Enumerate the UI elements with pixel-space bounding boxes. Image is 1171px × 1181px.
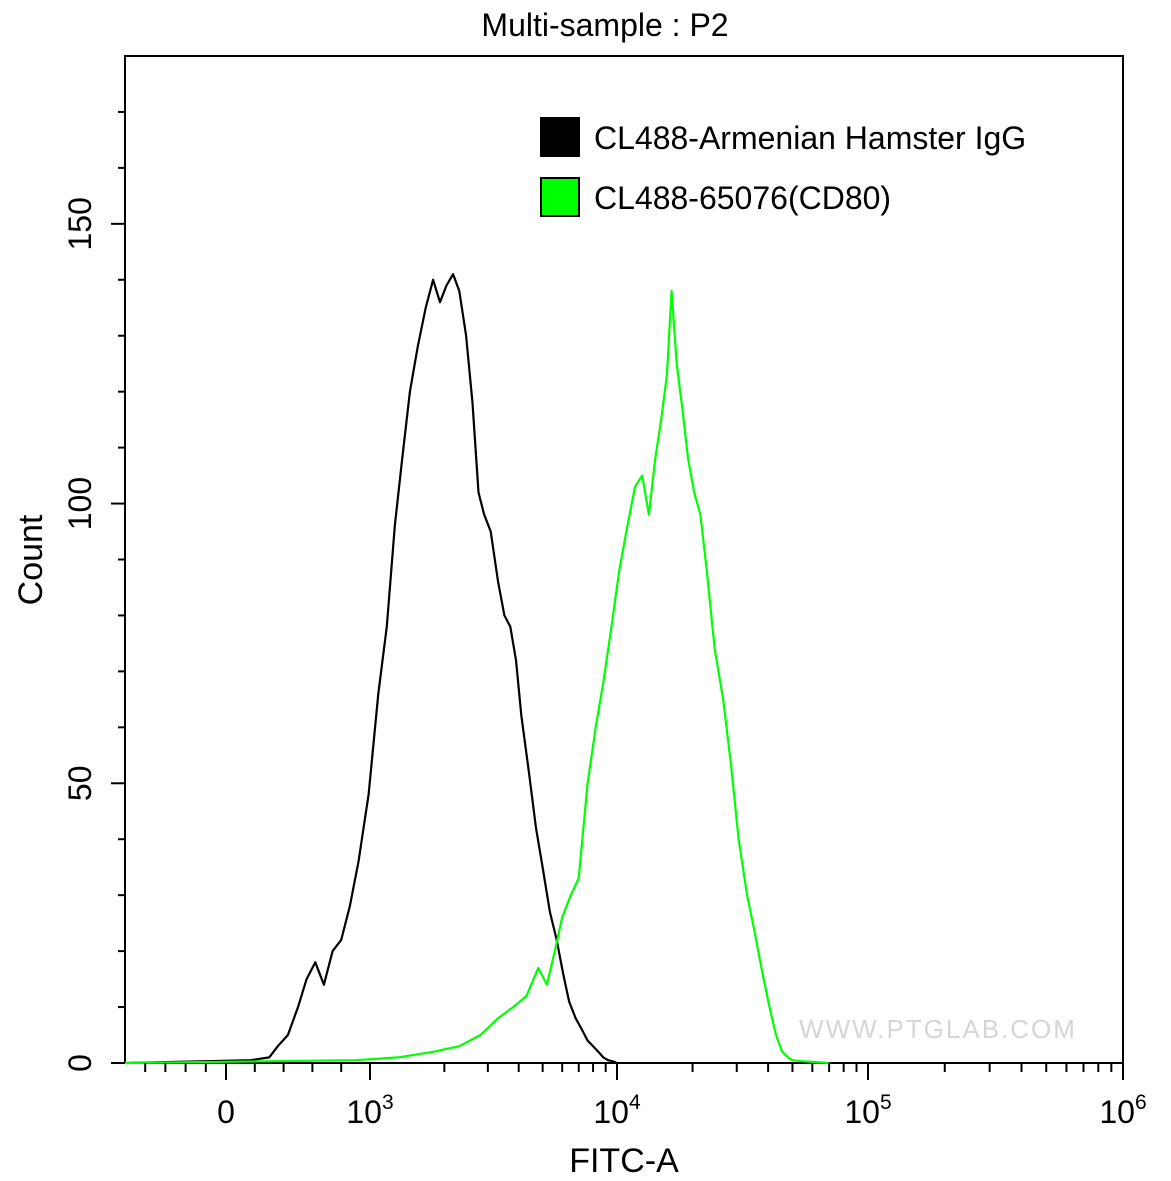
legend: CL488-Armenian Hamster IgG CL488-65076(CD… [540, 117, 1026, 217]
y-tick-label: 0 [62, 1054, 98, 1072]
legend-swatch [540, 117, 580, 157]
y-axis-label: Count [12, 514, 50, 605]
x-tick-label: 103 [346, 1091, 393, 1130]
y-axis: 0 50 100 150 [62, 110, 125, 1072]
x-tick-base: 10 [346, 1094, 382, 1130]
legend-swatch [540, 177, 580, 217]
x-axis-label: FITC-A [569, 1142, 679, 1180]
x-tick-exponent: 4 [629, 1091, 641, 1114]
x-tick-base: 0 [217, 1094, 235, 1130]
x-tick-base: 10 [593, 1094, 629, 1130]
watermark-text: WWW.PTGLAB.COM [799, 1014, 1077, 1044]
x-tick-label: 0 [217, 1094, 235, 1130]
series-line-cd80 [124, 289, 830, 1065]
plot-area [124, 273, 830, 1065]
x-axis: 0 103 104 105 106 [144, 1063, 1147, 1130]
y-tick-label: 150 [62, 197, 98, 250]
y-tick-label: 50 [62, 765, 98, 801]
x-tick-exponent: 3 [382, 1091, 394, 1114]
x-tick-label: 105 [844, 1091, 891, 1130]
x-tick-label: 104 [593, 1091, 641, 1130]
series-line-isotype [124, 273, 618, 1065]
chart-title: Multi-sample : P2 [481, 7, 728, 43]
y-tick-label: 100 [62, 477, 98, 530]
x-tick-label: 106 [1099, 1091, 1146, 1130]
legend-label: CL488-65076(CD80) [594, 180, 891, 216]
x-tick-exponent: 6 [1135, 1091, 1147, 1114]
x-tick-base: 10 [1099, 1094, 1135, 1130]
x-tick-exponent: 5 [880, 1091, 892, 1114]
legend-label: CL488-Armenian Hamster IgG [594, 120, 1026, 156]
x-tick-base: 10 [844, 1094, 880, 1130]
